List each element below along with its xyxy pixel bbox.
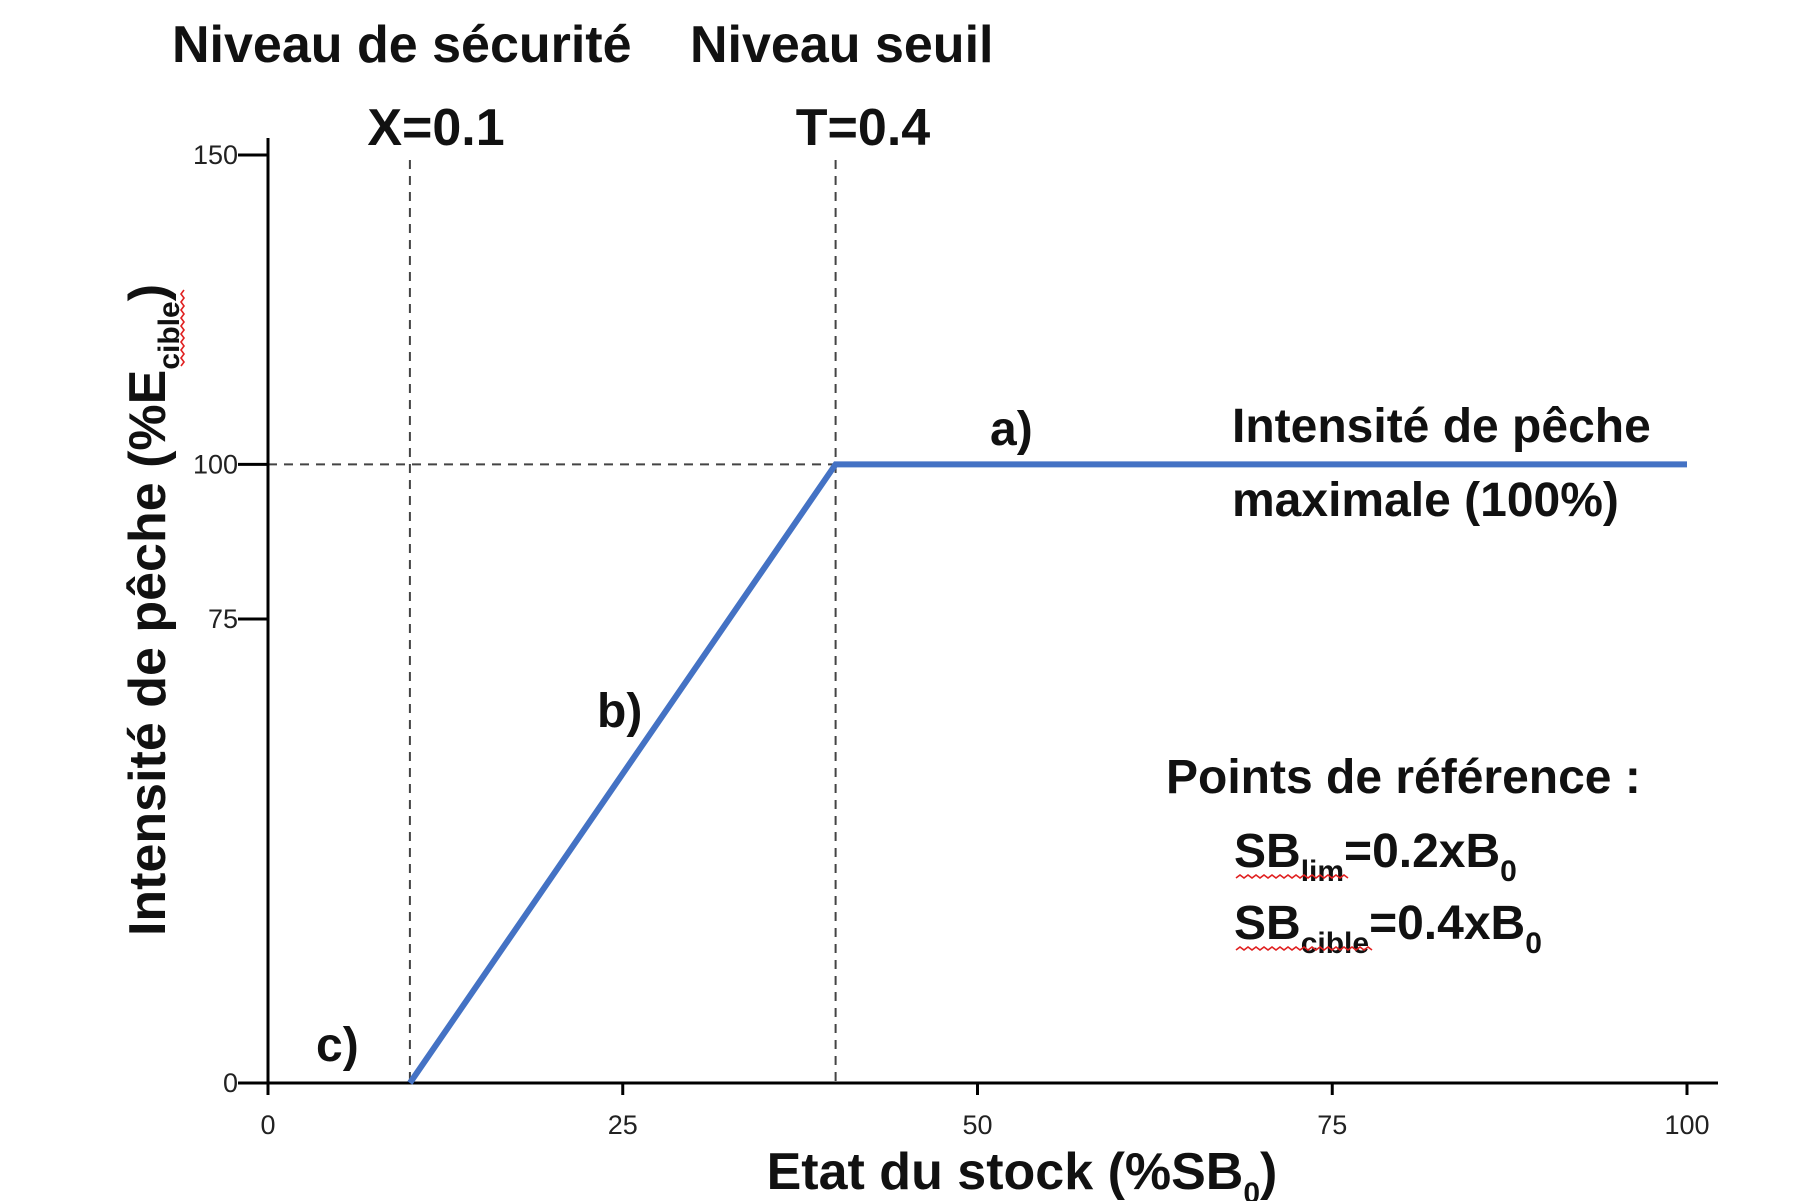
y-tick-label: 75 <box>208 604 238 634</box>
y-tick-label: 150 <box>193 140 238 170</box>
reference-point-sbcible: SBcible=0.4xB0 <box>1234 897 1542 960</box>
x-tick-label: 50 <box>962 1110 992 1140</box>
x-tick-label: 25 <box>608 1110 638 1140</box>
reference-point-sblim: SBlim=0.2xB0 <box>1234 825 1517 888</box>
spellcheck-underline <box>1235 874 1349 879</box>
x-axis-ticks: 0 25 50 75 100 <box>260 1083 1710 1140</box>
y-tick-label: 0 <box>223 1068 238 1098</box>
segment-a-label: a) <box>990 403 1033 456</box>
spellcheck-underline <box>1235 946 1373 951</box>
x-tick-label: 0 <box>260 1110 275 1140</box>
harvest-control-rule-line <box>407 461 1687 1085</box>
threshold-level-label: T=0.4 <box>796 99 930 157</box>
spellcheck-underline <box>180 289 185 367</box>
max-intensity-line1: Intensité de pêche <box>1232 400 1651 453</box>
x-tick-label: 100 <box>1664 1110 1709 1140</box>
segment-b-label: b) <box>597 685 642 738</box>
y-tick-label: 100 <box>193 449 238 479</box>
safety-level-label: X=0.1 <box>367 99 504 157</box>
reference-points-title: Points de référence : <box>1166 751 1641 804</box>
y-axis-ticks: 0 75 100 150 <box>193 140 268 1098</box>
x-tick-label: 75 <box>1317 1110 1347 1140</box>
y-axis-title: Intensité de pêche (%Ecible) <box>119 284 186 936</box>
threshold-level-header: Niveau seuil <box>690 16 993 74</box>
segment-c-label: c) <box>316 1019 359 1072</box>
safety-level-header: Niveau de sécurité <box>172 16 632 74</box>
x-axis-title: Etat du stock (%SB0) <box>767 1143 1278 1201</box>
max-intensity-line2: maximale (100%) <box>1232 474 1619 527</box>
